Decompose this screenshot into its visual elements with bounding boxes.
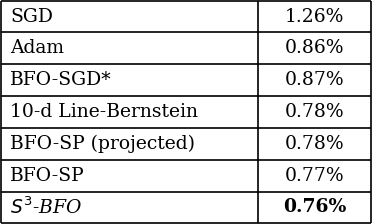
Text: $S^3$-BFO: $S^3$-BFO <box>10 197 83 218</box>
Text: 0.86%: 0.86% <box>285 39 344 57</box>
Text: 0.87%: 0.87% <box>285 71 344 89</box>
Text: 0.78%: 0.78% <box>285 135 344 153</box>
Text: 0.77%: 0.77% <box>285 167 344 185</box>
Text: SGD: SGD <box>10 8 54 26</box>
Text: Adam: Adam <box>10 39 64 57</box>
Text: 1.26%: 1.26% <box>285 8 344 26</box>
Text: BFO-SGD*: BFO-SGD* <box>10 71 112 89</box>
Text: 10-d Line-Bernstein: 10-d Line-Bernstein <box>10 103 198 121</box>
Text: 0.76%: 0.76% <box>283 198 346 216</box>
Text: BFO-SP: BFO-SP <box>10 167 85 185</box>
Text: BFO-SP (projected): BFO-SP (projected) <box>10 135 195 153</box>
Text: 0.78%: 0.78% <box>285 103 344 121</box>
